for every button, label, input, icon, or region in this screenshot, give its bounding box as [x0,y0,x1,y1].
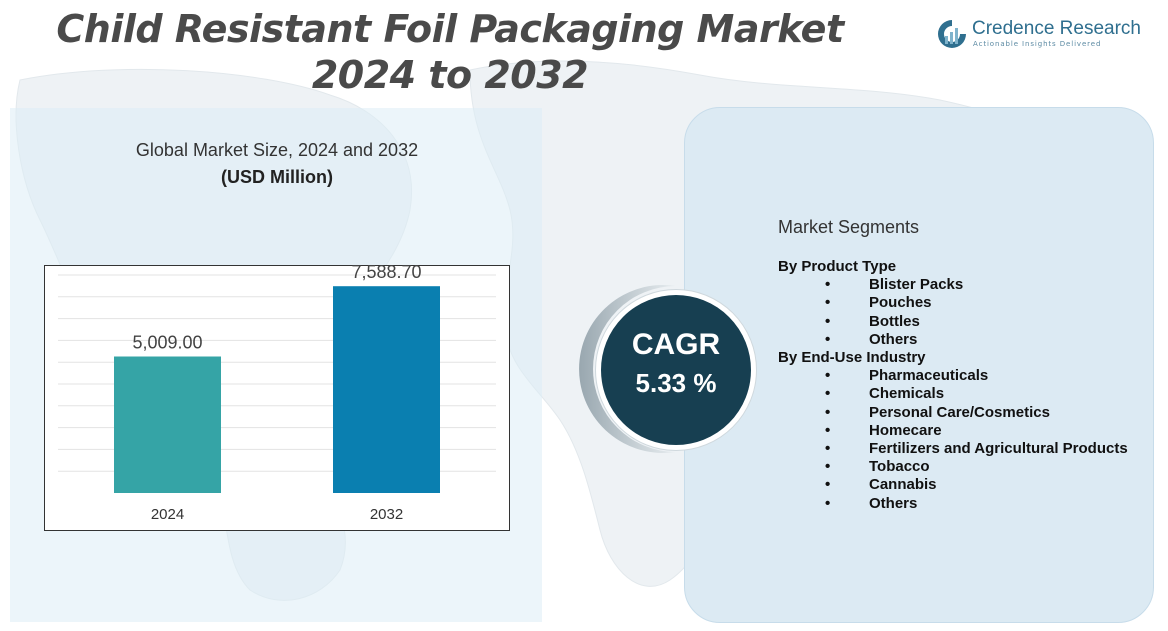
bullet-icon: • [825,294,831,312]
segment-item: • Others [778,331,1128,349]
segment-item-label: Chemicals [869,385,945,403]
chart-unit: (USD Million) [221,167,333,187]
logo-tagline: Actionable Insights Delivered [973,40,1102,48]
segment-item: • Fertilizers and Agricultural Products [778,440,1128,458]
segment-item: • Others [778,495,1128,513]
chart-title: Global Market Size, 2024 and 2032 [135,140,419,160]
title-line-1: Child Resistant Foil Packaging Market [56,7,844,51]
chart-bars: 5,009.00 2024 7,588.70 2032 [114,265,440,523]
segment-item-label: Bottles [869,312,920,330]
market-size-bar-chart: 5,009.00 2024 7,588.70 2032 [44,265,510,531]
page-title: Child Resistant Foil Packaging Market 20… [40,6,860,98]
bullet-icon: • [825,312,831,330]
credence-logo-icon [938,20,966,48]
segment-item-label: Blister Packs [869,276,964,294]
bar-2032 [333,286,440,493]
segments-heading: Market Segments [778,217,920,237]
segment-item: • Homecare [778,422,1128,440]
segment-item: • Bottles [778,313,1128,331]
segment-item-label: Cannabis [869,476,937,494]
bullet-icon: • [825,385,831,403]
brand-logo: Credence Research Actionable Insights De… [936,16,1146,52]
segments-list: By Product Type • Blister Packs • Pouches • Bo… [778,258,1128,513]
x-tick-label-2024: 2024 [151,506,184,523]
bar-2024 [114,356,221,493]
bullet-icon: • [825,458,831,476]
cagr-ring-decoration [579,285,676,453]
bullet-icon: • [825,476,831,494]
logo-name: Credence Research [972,18,1141,39]
segment-item-label: Fertilizers and Agricultural Products [869,440,1128,458]
segment-item: • Pharmaceuticals [778,367,1128,385]
segment-item: • Chemicals [778,385,1128,403]
segment-group-label: By Product Type [778,258,897,275]
segment-item-label: Homecare [869,421,942,439]
bullet-icon: • [825,494,831,512]
segment-item-label: Personal Care/Cosmetics [869,403,1050,421]
segment-item: • Cannabis [778,476,1128,494]
bullet-icon: • [825,367,831,385]
title-line-2: 2024 to 2032 [311,53,589,97]
bullet-icon: • [825,440,831,458]
segment-group-label: By End-Use Industry [778,349,926,367]
segment-item: • Pouches [778,294,1128,312]
bullet-icon: • [825,330,831,348]
value-label-2024: 5,009.00 [132,333,202,353]
value-label-2032: 7,588.70 [351,265,421,282]
x-tick-label-2032: 2032 [370,506,403,523]
cagr-label: CAGR [631,328,721,361]
cagr-value: 5.33 % [635,368,717,398]
bullet-icon: • [825,276,831,294]
bullet-icon: • [825,403,831,421]
segment-item-label: Tobacco [869,458,930,476]
segment-item-label: Others [869,494,918,512]
bullet-icon: • [825,421,831,439]
segment-item-label: Pouches [869,294,932,312]
segment-item: • Blister Packs [778,276,1128,294]
segment-item-label: Pharmaceuticals [869,367,989,385]
segment-item: • Personal Care/Cosmetics [778,404,1128,422]
segment-item-label: Others [869,330,918,348]
cagr-badge [596,290,756,450]
segment-item: • Tobacco [778,458,1128,476]
